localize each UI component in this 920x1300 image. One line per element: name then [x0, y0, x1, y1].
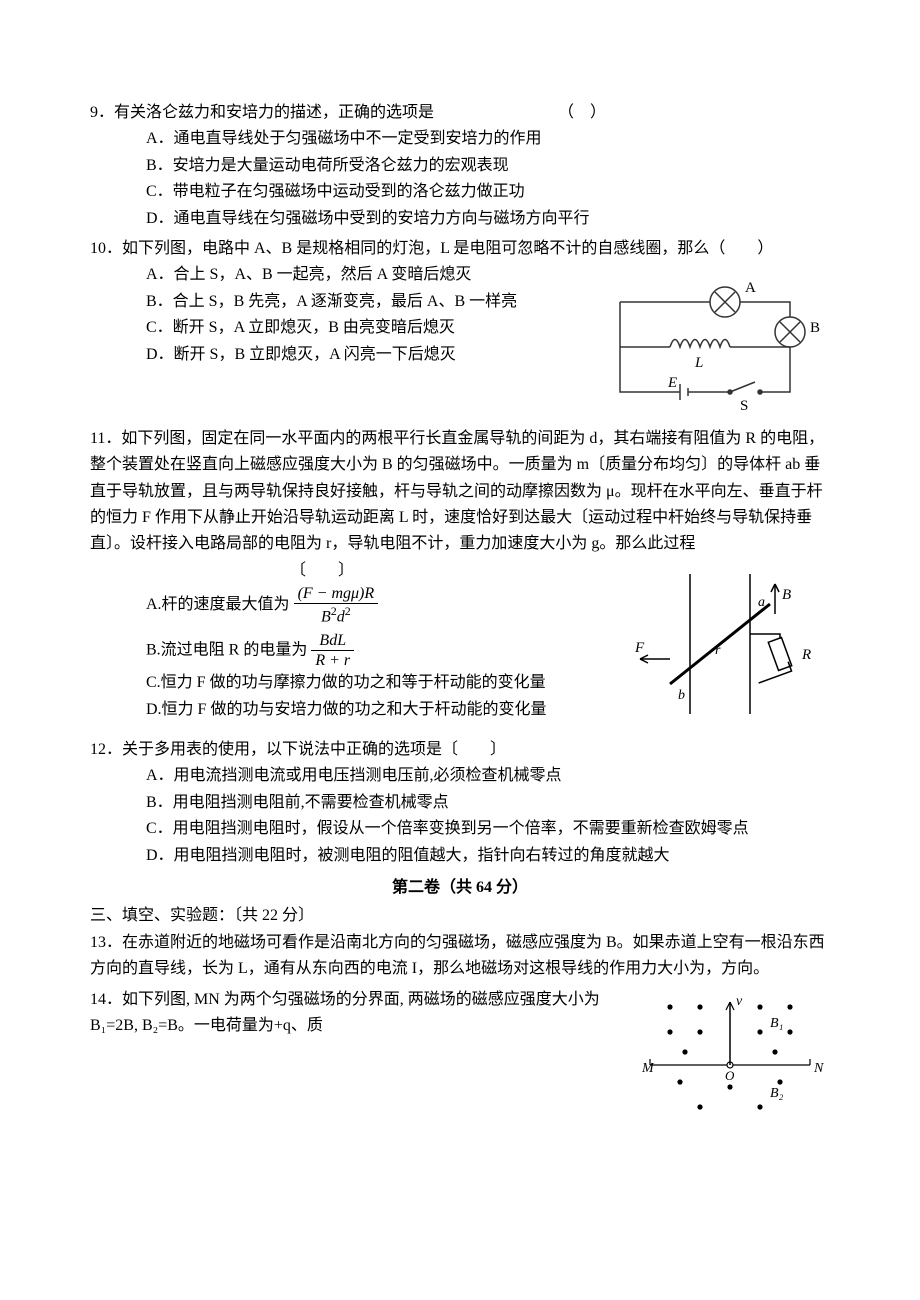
svg-text:B: B: [782, 587, 791, 603]
svg-text:a: a: [758, 595, 765, 610]
q11-rails-diagram: a b B F r R: [630, 564, 830, 733]
section-2-title: 第二卷（共 64 分）: [90, 875, 830, 901]
q9-paren: （ ）: [558, 104, 606, 121]
section-2-sub: 三、填空、实验题：〔共 22 分〕: [90, 903, 830, 929]
svg-text:v: v: [736, 994, 743, 1009]
svg-text:B₁: B₁: [770, 1016, 783, 1031]
q9-opt-c: C．带电粒子在匀强磁场中运动受到的洛仑兹力做正功: [90, 179, 830, 205]
q14-field-diagram: M N O v B₁ B₂: [630, 987, 830, 1136]
svg-text:B: B: [810, 320, 820, 336]
svg-text:L: L: [694, 355, 703, 371]
q10-circuit-diagram: A B L E S: [610, 262, 830, 421]
q10-stem: 10．如下列图，电路中 A、B 是规格相同的灯泡，L 是电阻可忽略不计的自感线圈…: [90, 236, 830, 262]
q12-opt-b: B．用电阻挡测电阻前,不需要检查机械零点: [90, 790, 830, 816]
question-9: 9．有关洛仑兹力和安培力的描述，正确的选项是 （ ） A．通电直导线处于匀强磁场…: [90, 100, 830, 232]
svg-text:M: M: [641, 1061, 655, 1076]
frac-num: (F − mgμ)R: [294, 584, 379, 604]
q9-opt-d: D．通电直导线在匀强磁场中受到的安培力方向与磁场方向平行: [90, 206, 830, 232]
q12-opt-c: C．用电阻挡测电阻时，假设从一个倍率变换到另一个倍率，不需要重新检查欧姆零点: [90, 816, 830, 842]
q11-opt-a-prefix: A.杆的速度最大值为: [146, 596, 290, 613]
q11-opt-b-prefix: B.流过电阻 R 的电量为: [146, 641, 307, 658]
q12-opt-a: A．用电流挡测电流或用电压挡测电压前,必须检查机械零点: [90, 763, 830, 789]
svg-text:A: A: [745, 280, 756, 296]
q12-opt-d: D．用电阻挡测电阻时，被测电阻的阻值越大，指针向右转过的角度就越大: [90, 843, 830, 869]
question-12: 12．关于多用表的使用，以下说法中正确的选项是〔 〕 A．用电流挡测电流或用电压…: [90, 737, 830, 869]
svg-text:B₂: B₂: [770, 1086, 784, 1101]
question-11: 11．如下列图，固定在同一水平面内的两根平行长直金属导轨的间距为 d，其右端接有…: [90, 426, 830, 733]
svg-text:R: R: [801, 647, 811, 663]
svg-text:N: N: [813, 1061, 824, 1076]
svg-text:S: S: [740, 398, 748, 412]
svg-text:b: b: [678, 688, 685, 703]
frac-den: B2d2: [294, 604, 379, 627]
q9-opt-a: A．通电直导线处于匀强磁场中不一定受到安培力的作用: [90, 126, 830, 152]
question-10: 10．如下列图，电路中 A、B 是规格相同的灯泡，L 是电阻可忽略不计的自感线圈…: [90, 236, 830, 422]
q11-paren: 〔 〕: [290, 562, 354, 579]
q11-formula-b: BdL R + r: [311, 631, 354, 670]
svg-text:E: E: [667, 375, 677, 391]
q9-opt-b: B．安培力是大量运动电荷所受洛仑兹力的宏观表现: [90, 153, 830, 179]
svg-text:F: F: [634, 640, 645, 656]
frac-den: R + r: [311, 651, 354, 670]
question-14: M N O v B₁ B₂ 14．如下列图, MN 为两个匀强磁场的分界面, 两…: [90, 987, 830, 1136]
svg-text:r: r: [715, 643, 721, 658]
q12-stem: 12．关于多用表的使用，以下说法中正确的选项是〔 〕: [90, 737, 830, 763]
question-13: 13．在赤道附近的地磁场可看作是沿南北方向的匀强磁场，磁感应强度为 B。如果赤道…: [90, 930, 830, 983]
q9-stem: 9．有关洛仑兹力和安培力的描述，正确的选项是: [90, 104, 434, 121]
frac-num: BdL: [311, 631, 354, 651]
q11-formula-a: (F − mgμ)R B2d2: [294, 584, 379, 627]
svg-text:O: O: [725, 1068, 735, 1083]
q11-stem: 11．如下列图，固定在同一水平面内的两根平行长直金属导轨的间距为 d，其右端接有…: [90, 430, 824, 553]
